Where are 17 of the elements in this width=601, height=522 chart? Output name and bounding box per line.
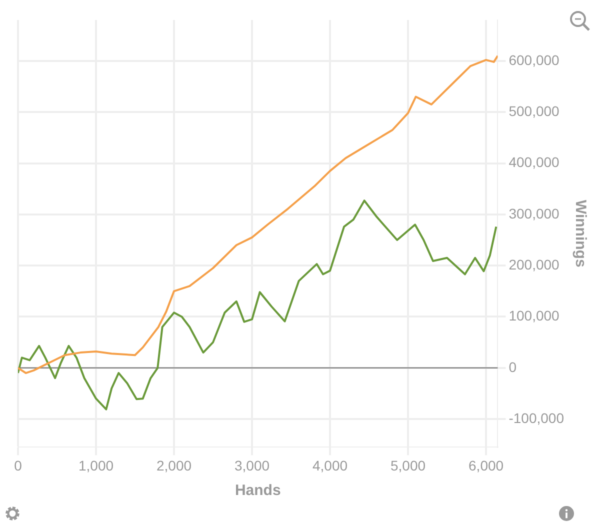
- y-tick-label: 400,000: [508, 154, 560, 170]
- x-tick-label: 0: [14, 457, 22, 474]
- y-tick-label: 600,000: [508, 52, 560, 68]
- y-axis-title: Winnings: [572, 200, 589, 268]
- x-axis-title: Hands: [234, 482, 281, 500]
- x-tick-label: 1,000: [78, 457, 114, 474]
- y-tick-label: 100,000: [508, 308, 560, 324]
- x-tick-label: 2,000: [156, 457, 192, 474]
- y-tick-label: 300,000: [508, 205, 560, 222]
- x-tick-label: 4,000: [312, 457, 348, 474]
- y-tick-label: -100,000: [508, 410, 564, 426]
- y-tick-label: 0: [508, 358, 517, 375]
- y-tick-label: 200,000: [508, 256, 560, 272]
- x-tick-label: 6,000: [468, 457, 504, 474]
- x-tick-label: 5,000: [390, 457, 426, 474]
- y-tick-label: 500,000: [508, 102, 560, 119]
- x-tick-label: 3,000: [234, 457, 270, 474]
